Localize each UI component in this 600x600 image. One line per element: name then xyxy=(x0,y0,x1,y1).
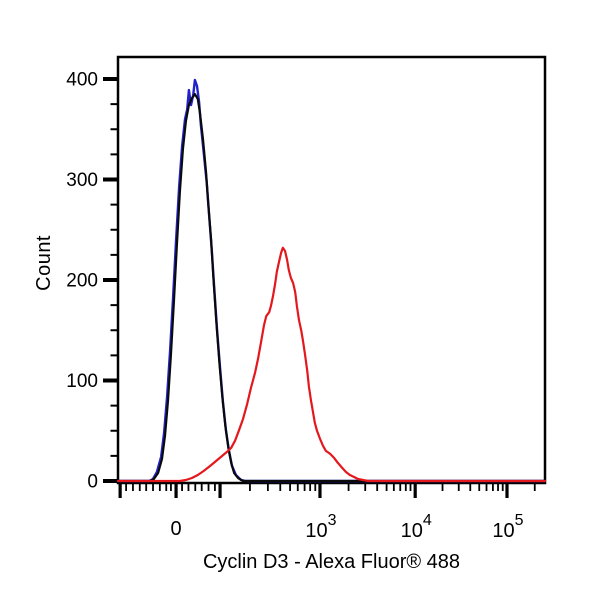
x-tick-label: 0 xyxy=(171,518,182,540)
y-tick-label: 400 xyxy=(66,70,98,91)
y-tick-label: 200 xyxy=(66,271,98,292)
y-axis: 0 100 200 300 400 xyxy=(66,70,117,493)
y-tick-label: 100 xyxy=(66,371,98,392)
y-tick-label: 300 xyxy=(66,170,98,191)
x-axis-title: Cyclin D3 - Alexa Fluor® 488 xyxy=(202,551,461,573)
series-group xyxy=(116,78,547,483)
plot-border xyxy=(116,55,547,485)
y-tick-label: 0 xyxy=(87,472,98,493)
series-cyclin-d3-red xyxy=(116,246,547,483)
x-axis: 0 103 104 105 xyxy=(118,484,536,542)
series-control-black xyxy=(116,93,547,483)
series-control-blue xyxy=(116,78,547,483)
x-tick-label-power: 103 xyxy=(305,512,336,542)
x-tick-label-power: 105 xyxy=(492,512,523,542)
x-tick-label-power: 104 xyxy=(401,512,432,542)
y-axis-title: Count xyxy=(33,235,55,291)
